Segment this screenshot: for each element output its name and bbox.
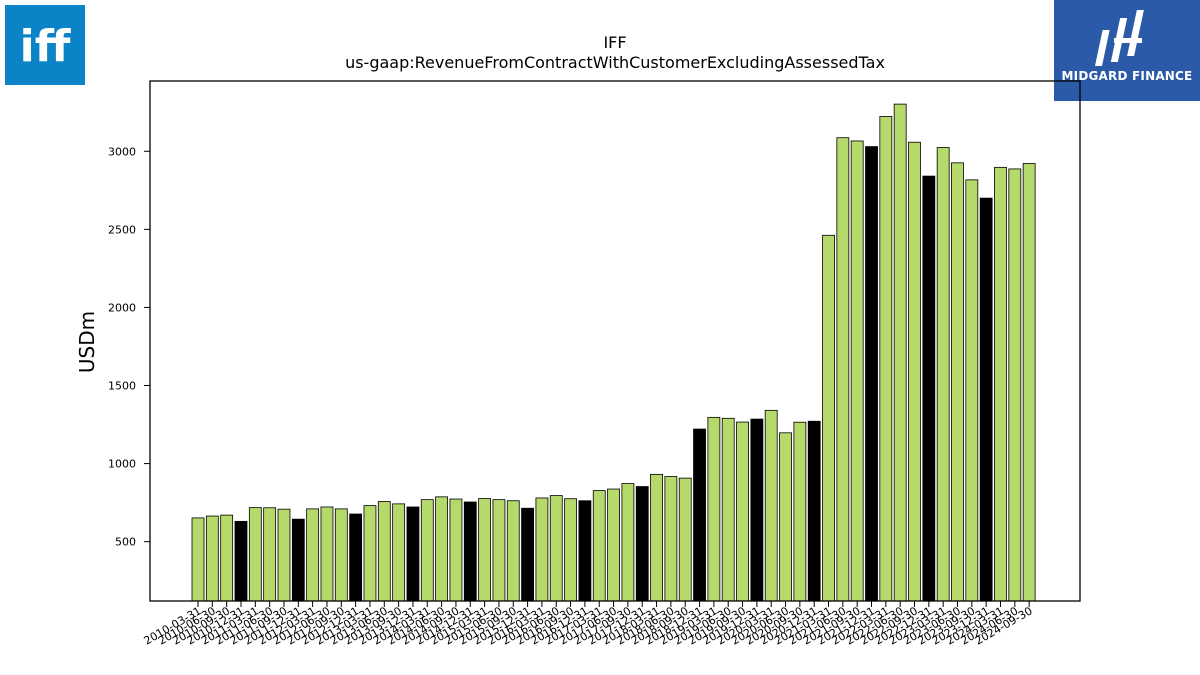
bar-2014-12-31 xyxy=(463,501,477,602)
bar-2016-12-31 xyxy=(578,500,592,602)
bar-2018-03-31 xyxy=(650,473,663,602)
iff-logo-text: iff xyxy=(20,21,72,72)
y-tick-label: 1500 xyxy=(108,380,136,393)
bar-2011-06-30 xyxy=(263,507,277,602)
bar-2017-03-31 xyxy=(592,490,606,602)
midgard-logo-wordmark: MIDGARD FINANCE xyxy=(1061,69,1193,83)
y-tick-label: 2500 xyxy=(108,223,136,236)
bar-2012-03-31 xyxy=(306,508,320,602)
y-tick-label: 500 xyxy=(115,536,136,549)
bar-2012-09-30 xyxy=(334,508,348,602)
bar-2022-09-30 xyxy=(908,141,921,602)
bar-2019-06-30 xyxy=(721,417,735,602)
bar-2024-09-30 xyxy=(1022,163,1036,602)
bar-2015-12-31 xyxy=(521,507,534,602)
bar-2018-12-31 xyxy=(693,428,706,602)
bar-2021-09-30 xyxy=(850,140,864,602)
bar-2020-09-30 xyxy=(793,421,807,602)
iff-logo-background xyxy=(5,5,85,85)
bar-2015-03-31 xyxy=(478,498,492,602)
bar-2020-03-31 xyxy=(764,409,778,602)
bar-2019-03-31 xyxy=(707,416,721,602)
bar-2021-12-31 xyxy=(865,146,878,602)
bar-2010-12-31 xyxy=(234,520,248,602)
y-axis-label: USDm xyxy=(75,311,99,373)
bar-2020-12-31 xyxy=(807,420,821,602)
x-axis-ticks: 2010-03-312010-06-302010-09-302010-12-31… xyxy=(142,601,1035,648)
bar-2019-12-31 xyxy=(750,418,764,602)
bar-2020-06-30 xyxy=(779,432,792,602)
bar-2010-06-30 xyxy=(205,515,219,602)
bar-2010-03-31 xyxy=(191,517,205,602)
bar-2018-06-30 xyxy=(664,476,678,602)
y-tick-label: 2000 xyxy=(108,301,136,314)
bar-2011-12-31 xyxy=(291,518,305,602)
bar-2022-06-30 xyxy=(893,103,907,602)
bar-2023-09-30 xyxy=(965,179,979,602)
bar-2012-06-30 xyxy=(320,506,334,602)
bar-2021-03-31 xyxy=(822,234,835,602)
bar-2013-03-31 xyxy=(363,505,377,602)
bar-2014-06-30 xyxy=(435,496,449,602)
bar-2010-09-30 xyxy=(220,514,234,602)
bar-2017-12-31 xyxy=(635,486,649,602)
bar-2011-03-31 xyxy=(248,507,262,602)
bar-2014-09-30 xyxy=(449,498,463,602)
bar-2011-09-30 xyxy=(277,508,291,602)
bar-2024-03-31 xyxy=(994,166,1007,602)
bar-2024-06-30 xyxy=(1008,168,1022,602)
bar-2022-12-31 xyxy=(922,175,936,602)
bar-2014-03-31 xyxy=(420,499,434,602)
chart-title: IFF xyxy=(603,33,626,52)
bar-2023-03-31 xyxy=(936,147,950,602)
bar-2016-06-30 xyxy=(549,495,563,602)
midgard-finance-logo: MIDGARD FINANCE xyxy=(1054,0,1200,101)
bar-2018-09-30 xyxy=(678,477,692,602)
bar-2016-09-30 xyxy=(564,498,577,602)
bar-2016-03-31 xyxy=(535,497,549,602)
bar-2022-03-31 xyxy=(879,116,893,602)
chart-subtitle: us-gaap:RevenueFromContractWithCustomerE… xyxy=(345,53,885,72)
y-axis-ticks: 500 1000 1500 2000 2500 3000 xyxy=(108,145,150,549)
bar-2021-06-30 xyxy=(836,137,850,602)
plot-frame xyxy=(149,80,1081,602)
bars-group xyxy=(191,103,1036,602)
bar-2012-12-31 xyxy=(349,513,363,602)
bar-2023-06-30 xyxy=(951,162,964,602)
midgard-logo-background xyxy=(1054,0,1200,101)
bar-2023-12-31 xyxy=(979,197,993,602)
bar-2013-09-30 xyxy=(392,503,406,602)
iff-logo: iff xyxy=(5,5,85,85)
midgard-monogram-icon xyxy=(1094,10,1144,66)
y-tick-label: 1000 xyxy=(108,458,136,471)
bar-2013-06-30 xyxy=(377,501,391,602)
bar-2017-06-30 xyxy=(607,488,620,602)
bar-2019-09-30 xyxy=(736,421,749,602)
bar-2015-06-30 xyxy=(492,499,506,602)
y-tick-label: 3000 xyxy=(108,145,136,158)
bar-2017-09-30 xyxy=(621,483,635,602)
bar-2013-12-31 xyxy=(406,506,420,602)
bar-2015-09-30 xyxy=(506,500,520,602)
